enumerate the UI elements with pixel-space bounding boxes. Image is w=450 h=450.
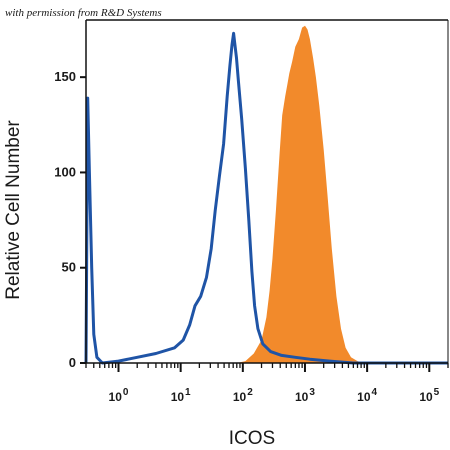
x-tick-label: 104	[357, 387, 377, 404]
y-tick-label: 0	[69, 355, 76, 370]
x-tick-label: 102	[233, 387, 253, 404]
stained-histogram-area	[86, 25, 448, 363]
control-histogram-line	[84, 31, 448, 365]
x-tick-label: 101	[171, 387, 191, 404]
plot-area	[84, 25, 448, 365]
x-tick-label: 105	[419, 387, 439, 404]
x-tick-label: 103	[295, 387, 315, 404]
x-axis-label: ICOS	[228, 428, 276, 449]
watermark-credit: with permission from R&D Systems	[5, 7, 162, 19]
y-tick-label: 50	[62, 260, 76, 275]
y-tick-label: 100	[54, 164, 76, 179]
y-tick-label: 150	[54, 69, 76, 84]
y-axis-label: Relative Cell Number	[3, 120, 24, 300]
x-tick-label: 100	[109, 387, 129, 404]
axes: 0 50 100 150 100 101 102 103 104 105	[54, 19, 449, 404]
